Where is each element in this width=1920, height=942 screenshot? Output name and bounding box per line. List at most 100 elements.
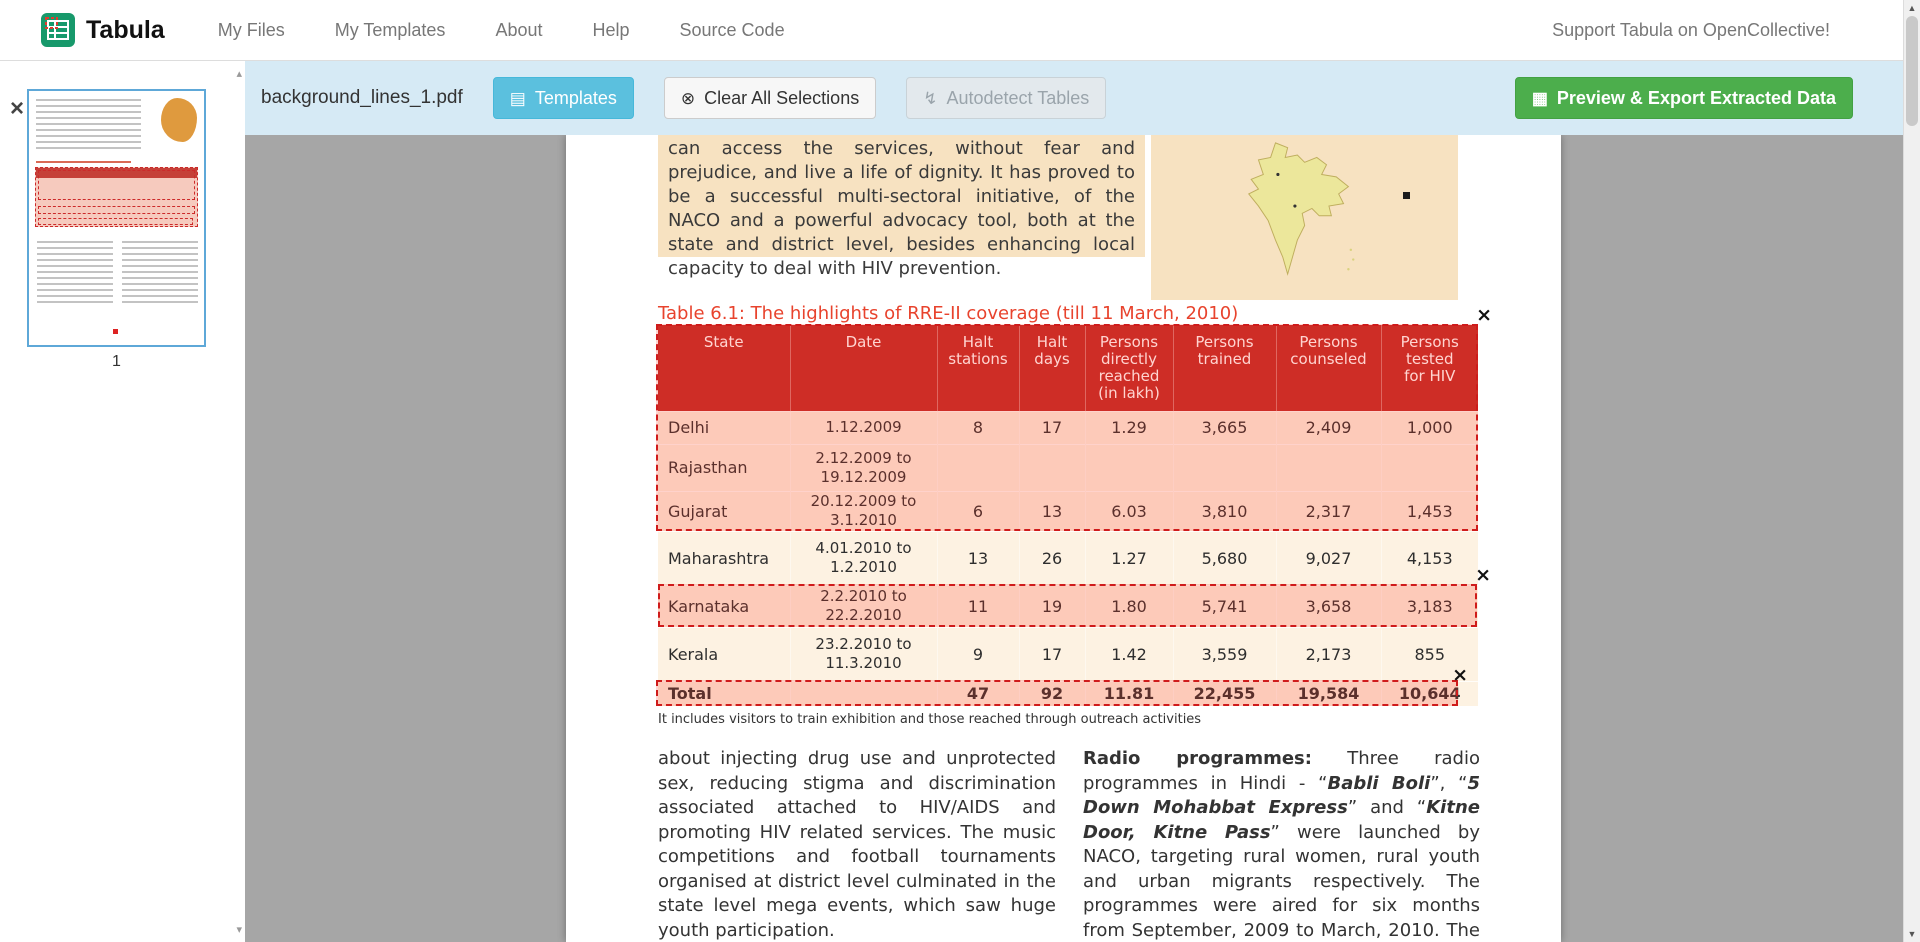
table-cell: 4.01.2010 to 1.2.2010 [789,530,937,585]
table-cell: Rajasthan [658,443,790,491]
table-row: Rajasthan 2.12.2009 to 19.12.2009 [658,443,1478,491]
table-cell: Delhi [658,410,790,444]
table-cell: 1,000 [1380,410,1478,444]
table-cell: Total [658,680,790,706]
page-thumbnail-sidebar: × 1 ▴ ▾ [0,61,245,942]
table-cell: 9 [936,626,1019,681]
body-text-left-column: about injecting drug use and unprotected… [658,748,1056,941]
column-header: Persons counseled [1275,325,1381,411]
thumbnail-text-lines [36,99,141,151]
page-number-label: 1 [112,353,121,370]
table-cell: 1.27 [1084,530,1173,585]
table-cell: 19 [1018,584,1085,627]
scrollbar-down-icon[interactable]: ▼ [1907,929,1917,939]
tabula-logo-brand[interactable]: Tabula [40,12,165,48]
table-row: Kerala 23.2.2010 to 11.3.2010 9 17 1.42 3,559… [658,626,1478,681]
clear-selections-icon: ⊗ [680,88,696,108]
table-cell: 47 [936,680,1019,706]
templates-button[interactable]: ▤ Templates [492,77,634,119]
text-segment: ” and “ [1347,797,1427,818]
table-cell: 5,741 [1172,584,1276,627]
table-row: Delhi 1.12.2009 8 17 1.29 3,665 2,409 1,000 [658,410,1478,444]
table-title: Table 6.1: The highlights of RRE-II cove… [658,303,1239,324]
table-cell: Kerala [658,626,790,681]
thumbnail-table-title [36,161,131,163]
brand-name: Tabula [86,15,165,44]
remove-selection-icon[interactable]: × [1476,304,1492,326]
sidebar-scroll-down-icon[interactable]: ▾ [236,924,242,936]
table-cell: 19,584 [1275,680,1381,706]
table-cell [1084,443,1173,491]
column-header: Persons tested for HIV [1380,325,1478,411]
open-filename: background_lines_1.pdf [261,87,463,108]
nav-links: My Files My Templates About Help Source … [193,20,810,41]
column-header: Date [789,325,937,411]
table-cell: 2,409 [1275,410,1381,444]
nav-source-code[interactable]: Source Code [679,19,785,40]
close-sidebar-icon[interactable]: × [10,95,25,122]
support-link[interactable]: Support Tabula on OpenCollective! [1552,19,1830,40]
remove-selection-icon[interactable]: × [1475,564,1491,586]
table-cell: 13 [936,530,1019,585]
table-cell: 17 [1018,410,1085,444]
column-header: State [658,325,790,411]
table-cell [936,443,1019,491]
table-cell: 2,173 [1275,626,1381,681]
table-header-row: State Date Halt stations Halt days Persons d… [658,325,1478,411]
table-cell [789,680,937,706]
remove-selection-icon[interactable]: × [1452,664,1468,686]
scrollbar-thumb[interactable] [1906,16,1918,126]
export-table-icon: ▦ [1531,88,1548,108]
thumbnail-text-lines [122,241,198,307]
autodetect-tables-button[interactable]: ↯ Autodetect Tables [906,77,1107,119]
table-cell: 17 [1018,626,1085,681]
table-cell: 8 [936,410,1019,444]
table-row: Gujarat 20.12.2009 to 3.1.2010 6 13 6.03 3,81… [658,490,1478,531]
selection-box-3[interactable]: × [656,666,1468,706]
column-header: Halt days [1018,325,1085,411]
table-cell: 20.12.2009 to 3.1.2010 [789,490,937,531]
table-cell [1380,443,1478,491]
intro-paragraph-block: can access the services, without fear an… [658,135,1145,279]
table-row: Total 47 92 11.81 22,455 19,584 10,644 [658,680,1478,706]
table-cell: 11 [936,584,1019,627]
table-cell: 3,810 [1172,490,1276,531]
scrollbar-up-icon[interactable]: ▲ [1907,3,1917,13]
table-cell: 1.80 [1084,584,1173,627]
nav-about[interactable]: About [495,19,543,40]
selection-box-2[interactable]: × [658,566,1491,627]
table-cell: 1,453 [1380,490,1478,531]
clear-selections-label: Clear All Selections [704,87,860,108]
nav-my-templates[interactable]: My Templates [334,19,446,40]
column-header: Persons directly reached (in lakh) [1084,325,1173,411]
thumbnail-table [35,167,198,227]
top-navbar: Tabula My Files My Templates About Help … [0,0,1920,61]
clear-all-selections-button[interactable]: ⊗ Clear All Selections [663,77,877,119]
body-text-right-column: Radio programmes: Three radio programmes… [1083,747,1480,942]
table-footnote: It includes visitors to train exhibition… [658,712,1202,727]
document-toolbar: background_lines_1.pdf ▤ Templates ⊗ Cle… [245,61,1903,135]
nav-help[interactable]: Help [592,19,630,40]
india-map-block [1151,135,1458,300]
nav-my-files[interactable]: My Files [217,19,285,40]
window-scrollbar[interactable]: ▲ ▼ [1903,0,1920,942]
selection-box-1[interactable]: × [656,306,1492,531]
document-viewport: can access the services, without fear an… [245,135,1903,942]
table-cell: 1.42 [1084,626,1173,681]
table-cell: 22,455 [1172,680,1276,706]
templates-label: Templates [534,87,617,108]
page-1-thumbnail[interactable] [27,89,206,347]
preview-export-button[interactable]: ▦ Preview & Export Extracted Data [1514,77,1853,119]
table-cell: 1.12.2009 [789,410,937,444]
tabula-logo-icon [41,13,75,47]
table-cell: 2,317 [1275,490,1381,531]
thumbnail-map [161,98,197,142]
thumbnail-text-lines [37,241,113,307]
templates-icon: ▤ [509,88,526,108]
thumbnail-table-header [36,168,197,178]
text-segment: Kitne Door, Kitne Pass [1083,797,1480,843]
table-row: Maharashtra 4.01.2010 to 1.2.2010 13 26 1.27… [658,530,1478,585]
table-cell: 1.29 [1084,410,1173,444]
table-cell: Gujarat [658,490,790,531]
sidebar-scroll-up-icon[interactable]: ▴ [236,68,242,80]
